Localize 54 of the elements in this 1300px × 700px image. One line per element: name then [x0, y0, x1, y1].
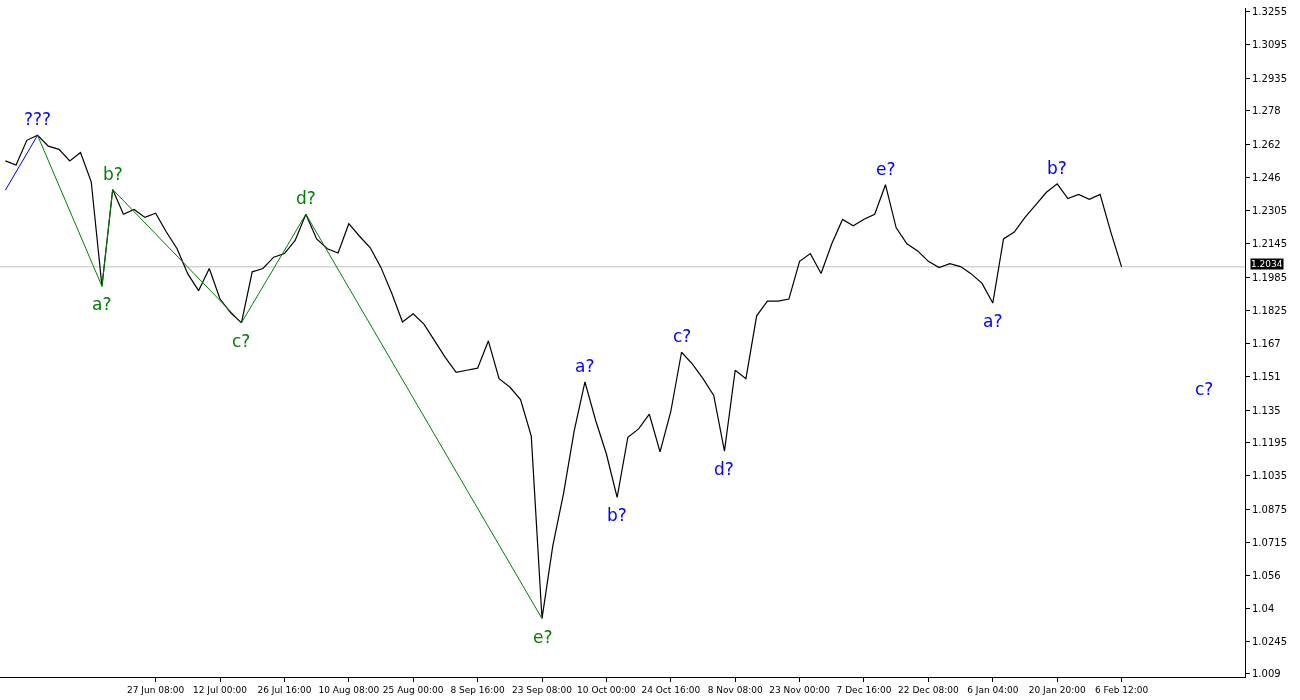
x-tick-label: 25 Aug 00:00	[382, 684, 444, 695]
x-tick-label: 20 Jan 20:00	[1028, 684, 1086, 695]
y-tick-label: 1.04	[1252, 603, 1275, 615]
x-tick-label: 10 Aug 08:00	[318, 684, 380, 695]
y-tick-label: 1.151	[1252, 371, 1281, 383]
x-tick-label: 26 Jul 16:00	[257, 684, 312, 695]
x-tick-label: 6 Feb 12:00	[1094, 684, 1149, 695]
y-tick-label: 1.262	[1252, 138, 1281, 150]
x-tick-label: 27 Jun 08:00	[127, 684, 185, 695]
x-tick-label: 22 Dec 08:00	[898, 684, 959, 695]
annotation: b?	[1047, 158, 1067, 178]
annotation: a?	[92, 294, 112, 314]
y-tick-label: 1.167	[1252, 337, 1281, 349]
annotation: b?	[103, 164, 123, 184]
annotation: c?	[232, 331, 251, 351]
y-tick-label: 1.2145	[1252, 238, 1287, 250]
annotation: c?	[1195, 379, 1214, 399]
y-tick-label: 1.3095	[1252, 39, 1287, 51]
x-tick-label: 24 Oct 16:00	[641, 684, 701, 695]
x-tick-label: 23 Sep 08:00	[511, 684, 573, 695]
line-series	[37, 134, 543, 620]
x-tick-label: 6 Jan 04:00	[967, 684, 1019, 695]
x-tick-label: 10 Oct 00:00	[577, 684, 637, 695]
y-tick-label: 1.1985	[1252, 271, 1287, 283]
y-tick-label: 1.009	[1252, 668, 1281, 680]
y-tick-label: 1.1035	[1252, 470, 1287, 482]
x-tick-label: 23 Nov 00:00	[769, 684, 831, 695]
x-tick-label: 12 Jul 00:00	[193, 684, 248, 695]
line-series	[4, 134, 1123, 620]
annotation: d?	[714, 459, 734, 479]
x-tick-label: 7 Dec 16:00	[836, 684, 892, 695]
y-tick-label: 1.3255	[1252, 5, 1287, 17]
annotation: a?	[575, 356, 595, 376]
y-tick-label: 1.0715	[1252, 537, 1287, 549]
y-tick-label: 1.2305	[1252, 204, 1287, 216]
ref-line-label: 1.2034	[1251, 259, 1283, 269]
annotation: ???	[24, 109, 52, 129]
x-tick-label: 8 Sep 16:00	[450, 684, 506, 695]
annotation: d?	[296, 188, 316, 208]
annotation: e?	[876, 159, 896, 179]
y-tick-label: 1.2935	[1252, 72, 1287, 84]
y-tick-label: 1.1195	[1252, 436, 1287, 448]
y-tick-label: 1.278	[1252, 105, 1281, 117]
y-tick-label: 1.135	[1252, 404, 1281, 416]
y-tick-label: 1.246	[1252, 172, 1281, 184]
annotation: a?	[983, 311, 1003, 331]
y-tick-label: 1.1825	[1252, 305, 1287, 317]
x-tick-label: 8 Nov 08:00	[707, 684, 763, 695]
annotation: c?	[673, 326, 692, 346]
y-tick-label: 1.0875	[1252, 503, 1287, 515]
annotation: b?	[607, 505, 627, 525]
annotation: e?	[533, 627, 553, 647]
y-tick-label: 1.0245	[1252, 635, 1287, 647]
y-tick-label: 1.056	[1252, 569, 1281, 581]
